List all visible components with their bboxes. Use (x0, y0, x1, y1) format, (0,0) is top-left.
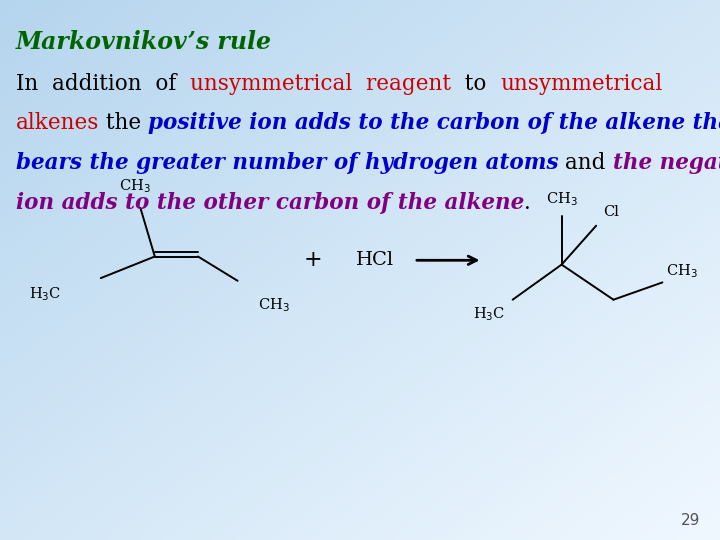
Text: H$_3$C: H$_3$C (29, 286, 61, 303)
Text: Cl: Cl (603, 205, 618, 219)
Text: alkenes: alkenes (16, 112, 99, 134)
Text: Markovnikov’s rule: Markovnikov’s rule (16, 30, 272, 53)
Text: unsymmetrical  reagent: unsymmetrical reagent (190, 73, 451, 95)
Text: the: the (99, 112, 148, 134)
Text: the negative: the negative (613, 152, 720, 174)
Text: .: . (524, 192, 531, 214)
Text: CH$_3$: CH$_3$ (666, 262, 698, 280)
Text: ion adds to the other carbon of the alkene: ion adds to the other carbon of the alke… (16, 192, 524, 214)
Text: CH$_3$: CH$_3$ (120, 178, 151, 195)
Text: HCl: HCl (356, 251, 395, 269)
Text: CH$_3$: CH$_3$ (546, 190, 577, 208)
Text: and: and (559, 152, 613, 174)
Text: unsymmetrical: unsymmetrical (500, 73, 662, 95)
Text: +: + (304, 249, 323, 271)
Text: H$_3$C: H$_3$C (473, 305, 505, 323)
Text: bears the greater number of hydrogen atoms: bears the greater number of hydrogen ato… (16, 152, 559, 174)
Text: CH$_3$: CH$_3$ (258, 296, 289, 314)
Text: positive ion adds to the carbon of the alkene that: positive ion adds to the carbon of the a… (148, 112, 720, 134)
Text: to: to (451, 73, 500, 95)
Text: 29: 29 (680, 513, 700, 528)
Text: In  addition  of: In addition of (16, 73, 190, 95)
